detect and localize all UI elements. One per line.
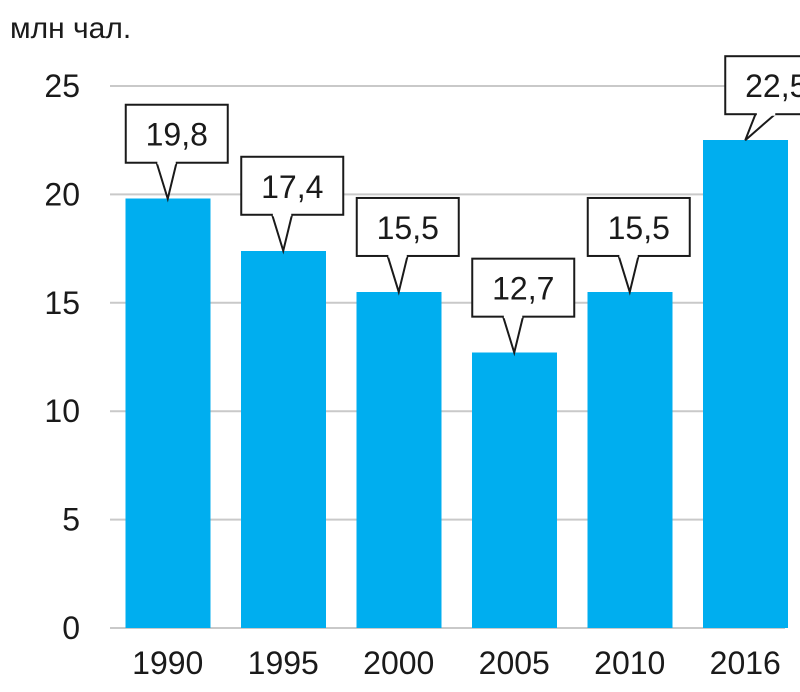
x-tick-label-2010: 2010 <box>594 645 665 681</box>
value-label-1995: 17,4 <box>261 169 323 205</box>
bar-1990 <box>125 198 211 628</box>
callout-box <box>240 155 345 216</box>
bar-2016 <box>702 140 788 628</box>
y-tick-label-15: 15 <box>44 285 80 321</box>
value-label-2000: 15,5 <box>377 210 439 246</box>
value-callout-2016: 22,5 <box>724 55 800 141</box>
x-tick-label-2005: 2005 <box>479 645 550 681</box>
callout-pointer <box>385 253 410 296</box>
value-callout-2005: 12,7 <box>471 257 576 357</box>
y-tick-label-25: 25 <box>44 68 80 104</box>
value-label-2010: 15,5 <box>608 210 670 246</box>
value-callout-2000: 15,5 <box>355 196 460 296</box>
bars <box>125 140 788 628</box>
x-axis-ticks: 1990 1995 2000 2005 2010 2016 <box>132 645 781 681</box>
y-tick-label-20: 20 <box>44 176 80 212</box>
bar-2010 <box>587 291 673 628</box>
bar-1995 <box>240 250 326 628</box>
y-axis-unit-label: млн чал. <box>10 12 131 45</box>
x-tick-label-2000: 2000 <box>363 645 434 681</box>
callout-box <box>124 103 229 164</box>
x-tick-label-1990: 1990 <box>132 645 203 681</box>
callout-box <box>355 196 460 257</box>
y-tick-label-5: 5 <box>62 502 80 538</box>
callout-pointer <box>270 212 294 255</box>
value-callout-1990: 19,8 <box>124 103 229 203</box>
callout-box <box>471 257 576 318</box>
callout-box <box>724 55 800 116</box>
x-tick-label-1995: 1995 <box>248 645 319 681</box>
y-axis-ticks: 0 5 10 15 20 25 <box>44 68 80 646</box>
callout-pointer <box>616 253 641 296</box>
value-callout-1995: 17,4 <box>240 155 345 255</box>
value-callouts: 19,8 17,4 15,5 12,7 15,5 22,5 <box>124 55 800 357</box>
x-tick-label-2016: 2016 <box>710 645 781 681</box>
bar-2000 <box>356 291 442 628</box>
value-callout-2010: 15,5 <box>586 196 691 296</box>
callout-pointer <box>744 112 779 141</box>
callout-pointer <box>154 160 179 203</box>
value-label-2016: 22,5 <box>745 68 800 104</box>
y-tick-label-10: 10 <box>44 393 80 429</box>
callout-pointer <box>501 314 525 357</box>
callout-box <box>586 196 691 257</box>
bar-2005 <box>471 352 557 628</box>
grid-lines <box>110 85 785 629</box>
value-label-2005: 12,7 <box>492 271 554 307</box>
value-label-1990: 19,8 <box>146 117 208 153</box>
y-tick-label-0: 0 <box>62 610 80 646</box>
